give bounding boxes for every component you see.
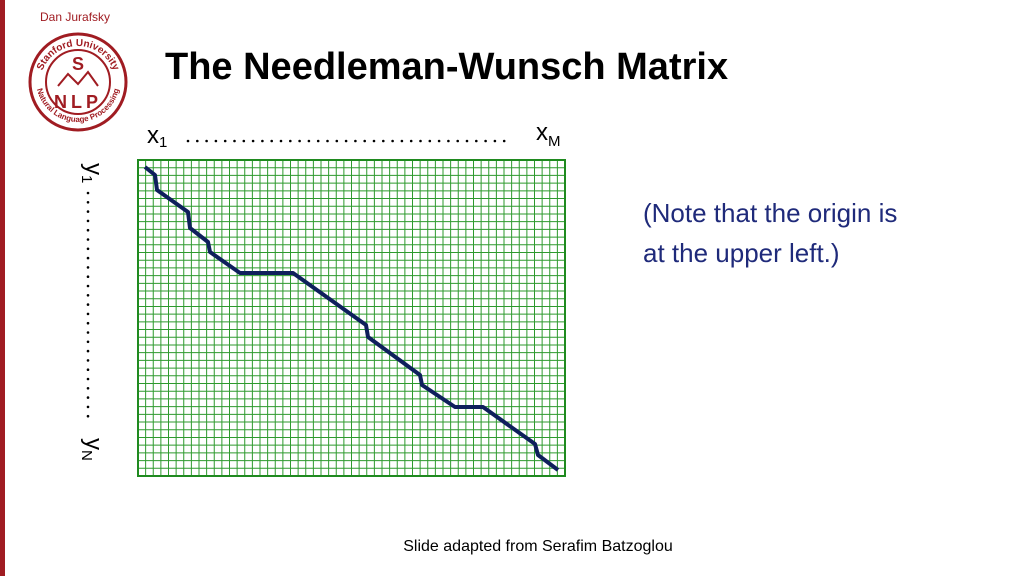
y-start-base: y (80, 163, 107, 175)
dot (316, 139, 320, 143)
dot (186, 139, 190, 143)
title: The Needleman-Wunsch Matrix (165, 46, 728, 88)
logo-s: S (72, 54, 84, 74)
dot (251, 139, 255, 143)
x-end-sub: M (548, 133, 561, 150)
dot (475, 139, 478, 143)
dot (493, 139, 497, 143)
dot (242, 139, 246, 143)
alignment-path (143, 165, 560, 472)
dot (86, 284, 90, 288)
accent-bar (0, 0, 5, 576)
y-end-label: yN (78, 438, 107, 461)
author: Dan Jurafsky (40, 10, 110, 24)
dot (447, 139, 450, 143)
dot (86, 321, 90, 325)
x-end-base: x (536, 119, 548, 146)
y-start-sub: 1 (78, 175, 95, 183)
x-start-sub: 1 (159, 134, 167, 151)
logo-inner-ring (45, 49, 111, 115)
dot (86, 247, 90, 251)
y-end-base: y (80, 438, 107, 450)
grid-border (137, 159, 566, 477)
dot (86, 396, 90, 399)
y-dotted-line (86, 191, 90, 418)
dot (86, 387, 90, 390)
logo: Stanford University Natural Language Pro… (28, 32, 128, 132)
dot (400, 139, 404, 143)
dot (86, 228, 90, 232)
dot (391, 139, 394, 143)
dot (86, 201, 90, 204)
dot (428, 139, 432, 143)
dot (484, 139, 487, 143)
dot (86, 331, 90, 334)
logo-ring (28, 32, 128, 132)
dot (205, 139, 208, 143)
dot (214, 139, 218, 143)
logo-nlp: NLP (54, 92, 102, 112)
dot (86, 405, 90, 409)
dot (307, 139, 311, 143)
dot (344, 139, 348, 143)
x-end-label: xM (536, 119, 561, 150)
dot (437, 139, 441, 143)
logo-peaks (57, 70, 99, 87)
dot (86, 266, 90, 269)
matrix-grid (137, 159, 566, 477)
dot (465, 139, 469, 143)
dot (86, 294, 90, 297)
dot (372, 139, 376, 143)
dot (86, 191, 90, 195)
y-start-label: y1 (78, 163, 107, 183)
y-axis-group: y1 yN (78, 163, 107, 461)
dot (289, 139, 292, 143)
note-line-2: at the upper left.) (643, 238, 840, 268)
dot (86, 210, 90, 213)
dot (86, 275, 90, 278)
dot (298, 139, 301, 143)
dot (382, 139, 385, 143)
x-dotted-line (186, 139, 506, 143)
dot (502, 139, 506, 143)
x-start-label: x1 (147, 122, 167, 151)
x-start-base: x (147, 122, 159, 149)
dot (326, 139, 329, 143)
dot (419, 139, 422, 143)
dot (86, 303, 90, 306)
dot (86, 219, 90, 223)
dot (86, 349, 90, 353)
dot (86, 256, 90, 260)
dot (86, 312, 90, 316)
dot (233, 139, 236, 143)
dot (270, 139, 274, 143)
dot (335, 139, 339, 143)
dot (363, 139, 367, 143)
y-end-sub: N (78, 450, 95, 461)
dot (86, 238, 90, 241)
dot (409, 139, 413, 143)
dot (86, 368, 90, 371)
footer: Slide adapted from Serafim Batzoglou (403, 538, 672, 555)
dot (456, 139, 460, 143)
dot (354, 139, 357, 143)
dot (223, 139, 227, 143)
note-line-1: (Note that the origin is (643, 198, 897, 228)
dot (86, 340, 90, 344)
dot (279, 139, 283, 143)
dot (196, 139, 199, 143)
dot (86, 377, 90, 381)
dot (86, 359, 90, 362)
dot (261, 139, 264, 143)
dot (86, 414, 90, 418)
